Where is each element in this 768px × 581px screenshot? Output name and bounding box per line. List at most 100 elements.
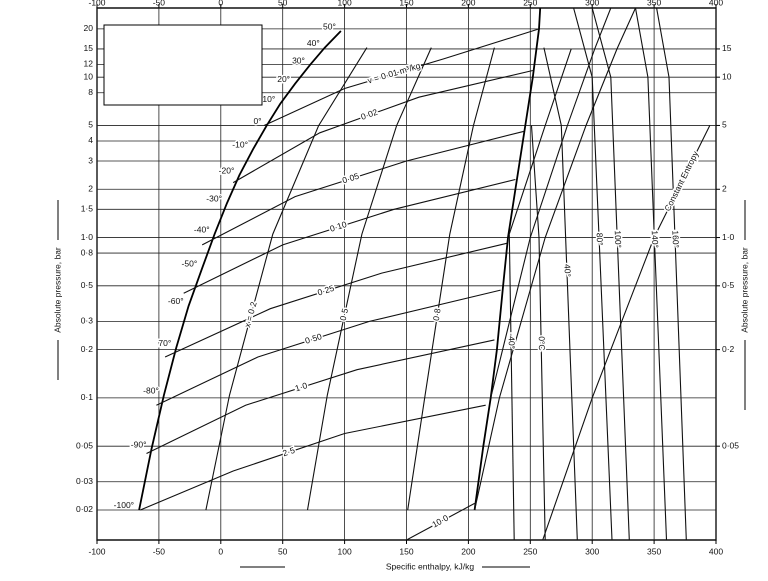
x-tick-label: 150 (399, 546, 413, 556)
x-tick-label: 300 (585, 546, 599, 556)
isotherm-label: 100° (613, 230, 624, 248)
x-tick-label-top: 50 (278, 0, 288, 7)
y2-tick-label: 0·05 (722, 440, 739, 450)
saturation-temp-label: -80° (143, 385, 159, 395)
y2-tick-label: 10 (722, 71, 732, 81)
isotherm-label: -40° (507, 333, 517, 349)
y-tick-label: 0·8 (81, 247, 94, 257)
y2-tick-label: 5 (722, 120, 727, 130)
y2-tick-label: 0·5 (722, 280, 735, 290)
isotherm-line (530, 125, 546, 540)
saturation-temp-label: -40° (194, 224, 210, 234)
y-tick-label: 4 (88, 135, 93, 145)
y-tick-label: 0·3 (81, 316, 94, 326)
y-tick-label: 0·1 (81, 392, 94, 402)
isotherm-label: 80° (595, 233, 606, 246)
x-tick-label-top: -50 (153, 0, 166, 7)
volume-line (146, 339, 495, 454)
volume-label: 0·50 (304, 331, 324, 346)
x-tick-label: 400 (709, 546, 723, 556)
y-tick-label: 1·0 (81, 232, 94, 242)
quality-label: 0·8 (431, 307, 443, 321)
y2-tick-label: 15 (722, 43, 732, 53)
isotherm-label: 160° (670, 230, 681, 248)
isotherm-label: 40° (562, 264, 572, 277)
y-tick-label: 8 (88, 87, 93, 97)
volume-line (263, 28, 540, 126)
x-axis-title: Specific enthalpy, kJ/kg (386, 561, 474, 571)
quality-label: x = 0·2 (242, 300, 259, 328)
x-tick-label: -50 (153, 546, 166, 556)
saturation-temp-label: 0° (253, 116, 261, 126)
x-tick-label: 200 (461, 546, 475, 556)
saturation-temp-label: -50° (182, 258, 198, 268)
y-tick-label: 0·5 (81, 280, 94, 290)
saturation-temp-label: 70° (158, 338, 171, 348)
volume-label: 0·05 (341, 171, 361, 186)
y-tick-label: 20 (84, 23, 94, 33)
x-tick-label: 100 (338, 546, 352, 556)
y-tick-label: 15 (84, 43, 94, 53)
volume-line (156, 289, 501, 406)
quality-label: 0·5 (338, 307, 350, 321)
saturation-temp-label: -90° (131, 439, 147, 449)
x-tick-label-top: 350 (647, 0, 661, 7)
saturation-temp-label: 40° (307, 38, 320, 48)
entropy-line (490, 8, 612, 399)
saturation-line (138, 30, 342, 511)
saturation-temp-label: 20° (277, 74, 290, 84)
y-tick-label: 2 (88, 184, 93, 194)
quality-line (306, 47, 432, 511)
y2-axis-title: Absolute pressure, bar (739, 247, 749, 333)
y2-tick-label: 1·0 (722, 232, 735, 242)
saturation-temp-label: -60° (168, 296, 184, 306)
x-tick-label: 0 (218, 546, 223, 556)
volume-line (183, 178, 516, 294)
volume-label: 2·5 (281, 445, 296, 458)
curves (138, 8, 711, 540)
x-tick-label-top: 150 (399, 0, 413, 7)
volume-line (164, 242, 507, 358)
isotherm-line (591, 8, 630, 540)
quality-line (205, 47, 368, 511)
volume-label: 0·10 (329, 219, 349, 234)
volume-label: 0·25 (316, 283, 336, 298)
y-tick-label: 12 (84, 59, 94, 69)
isotherm-line (508, 234, 515, 540)
volume-line (232, 69, 533, 184)
y-tick-label: 1·5 (81, 204, 94, 214)
saturation-temp-label: -20° (219, 165, 235, 175)
saturation-line (473, 8, 542, 511)
y-tick-label: 0·02 (76, 504, 93, 514)
info-box (103, 24, 263, 106)
y-axis-title: Absolute pressure, bar (52, 247, 62, 333)
x-tick-label-top: -100 (88, 0, 105, 7)
x-tick-label: 50 (278, 546, 288, 556)
y2-tick-label: 0·2 (722, 344, 735, 354)
saturation-temp-label: -100° (114, 500, 134, 510)
volume-label: 10·0 (430, 512, 450, 529)
volume-line (406, 502, 475, 540)
isotherm-label: 0°C (537, 336, 547, 350)
x-tick-label-top: 0 (218, 0, 223, 7)
x-tick-label: -100 (88, 546, 105, 556)
x-tick-label-top: 300 (585, 0, 599, 7)
isotherm-line (656, 8, 687, 540)
entropy-line (474, 8, 637, 511)
isotherm-line (573, 8, 613, 540)
isotherm-line (543, 47, 578, 540)
y-tick-label: 0·2 (81, 344, 94, 354)
saturation-temp-label: 30° (292, 55, 305, 65)
grid (96, 4, 720, 544)
isotherm-label: 140° (650, 230, 661, 248)
y-tick-label: 0·05 (76, 440, 93, 450)
isotherm-line (634, 8, 668, 540)
x-tick-label-top: 100 (338, 0, 352, 7)
volume-line (140, 404, 486, 511)
volume-label: 1·0 (294, 380, 309, 393)
x-tick-label-top: 250 (523, 0, 537, 7)
saturation-temp-label: -10° (232, 140, 248, 150)
entropy-line (508, 48, 572, 235)
x-tick-label: 250 (523, 546, 537, 556)
